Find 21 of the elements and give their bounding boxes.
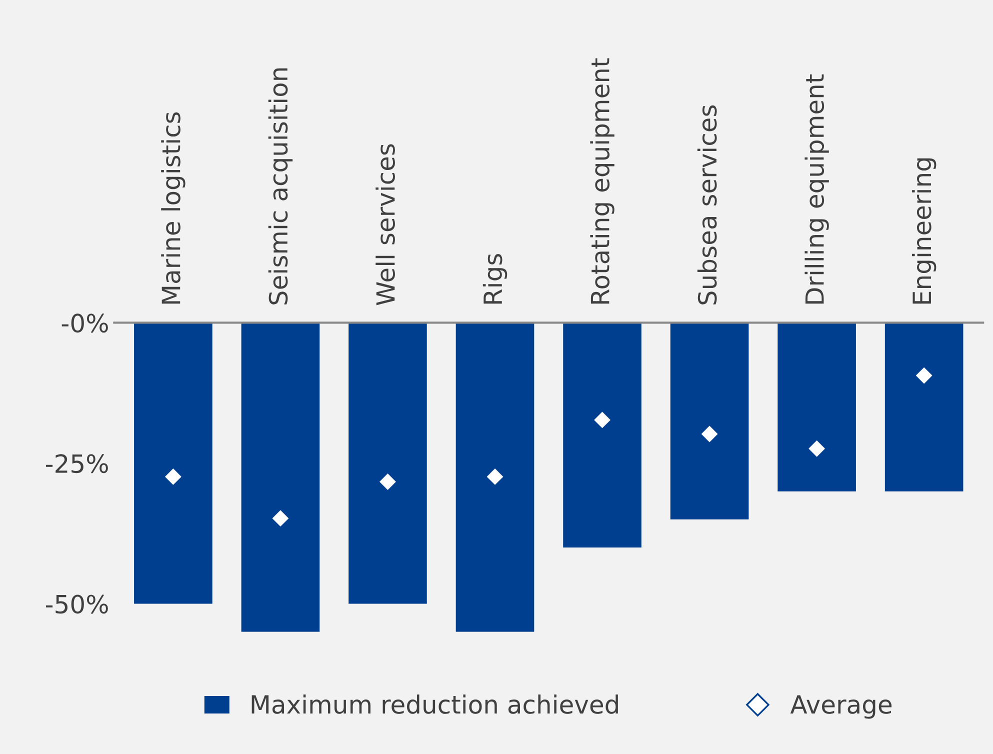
point xyxy=(594,412,610,428)
x-tick-label: Seismic acquisition xyxy=(268,68,293,304)
x-tick-label: Rotating equipment xyxy=(590,58,614,304)
y-tick-label: -50% xyxy=(46,594,108,614)
y-tick-label: -25% xyxy=(46,454,108,474)
y-tick-label: -0% xyxy=(62,314,108,333)
x-tick-label: Drilling equipment xyxy=(804,74,829,304)
point xyxy=(916,367,932,384)
x-tick-label: Well services xyxy=(376,144,395,306)
point xyxy=(808,440,826,457)
point xyxy=(272,510,289,527)
x-tick-label: Subsea services xyxy=(697,105,717,304)
point xyxy=(486,468,504,485)
legend-label: Maximum reduction achieved xyxy=(252,694,618,714)
x-tick-label: Rigs xyxy=(482,254,508,304)
x-tick-label: Engineering xyxy=(912,158,936,304)
point xyxy=(701,426,718,442)
x-tick-label: Marine logistics xyxy=(161,112,186,304)
point xyxy=(164,468,182,485)
legend-label: Average xyxy=(790,695,892,719)
point xyxy=(380,474,396,490)
